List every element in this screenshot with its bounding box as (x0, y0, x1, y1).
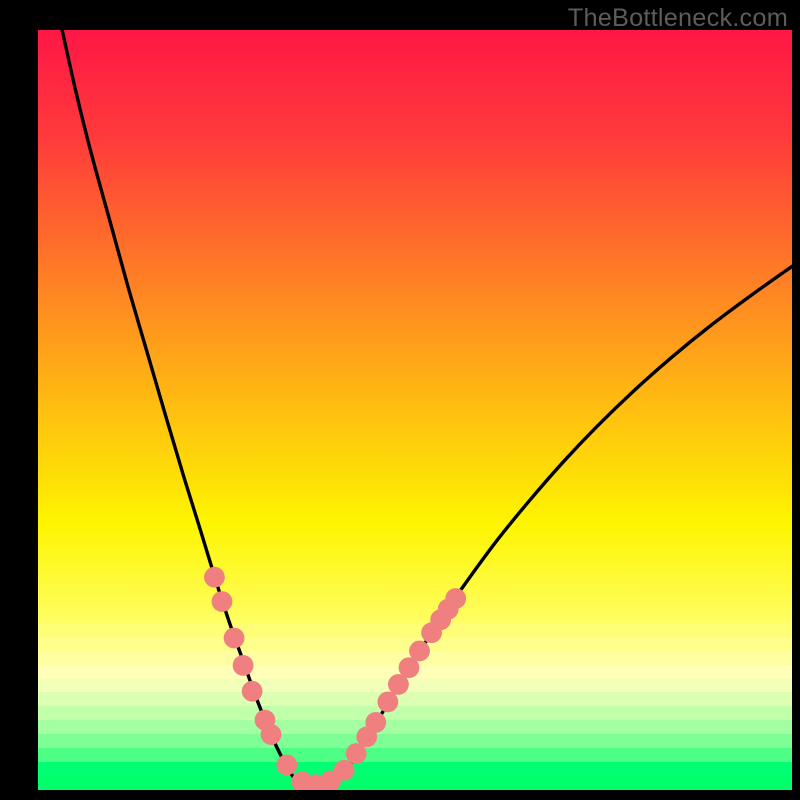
curve-marker (276, 755, 297, 776)
curve-marker (409, 641, 430, 662)
curve-marker (224, 628, 245, 649)
chart-svg (38, 30, 792, 790)
curve-marker (334, 760, 355, 781)
curve-marker (242, 681, 263, 702)
curve-marker (233, 655, 254, 676)
curve-marker (365, 712, 386, 733)
bottleneck-curve (62, 30, 792, 789)
figure-root: TheBottleneck.com (0, 0, 800, 800)
watermark-text: TheBottleneck.com (568, 4, 788, 33)
curve-marker (261, 724, 282, 745)
curve-marker (212, 591, 233, 612)
curve-marker (204, 567, 225, 588)
plot-area (38, 30, 792, 790)
curve-marker (445, 588, 466, 609)
marker-group (204, 567, 466, 790)
curve-marker (377, 691, 398, 712)
